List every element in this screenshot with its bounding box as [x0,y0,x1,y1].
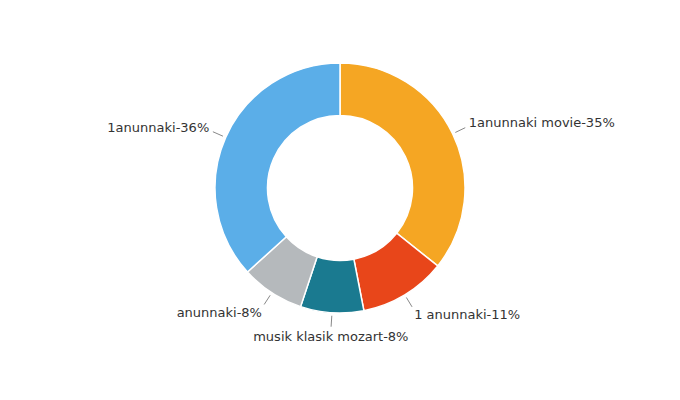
slice-label: anunnaki-8% [177,305,262,320]
slice-label: musik klasik mozart-8% [253,329,408,344]
leader-line [213,132,223,136]
leader-line [406,297,412,306]
slice-label: 1 anunnaki-11% [414,307,520,322]
leader-line [455,128,465,133]
donut-slice [340,63,465,266]
slice-label: 1anunnaki movie-35% [469,115,615,130]
labels: 1anunnaki movie-35% 1 anunnaki-11% musik k… [107,115,614,343]
leader-line [264,295,270,304]
leader-line [331,316,333,327]
chart-container: 1anunnaki movie-35% 1 anunnaki-11% musik k… [0,0,680,400]
donut-slice [354,233,438,310]
slices [215,63,465,313]
slice-label: 1anunnaki-36% [107,120,209,135]
donut-slice [215,63,340,272]
chart-svg: 1anunnaki movie-35% 1 anunnaki-11% musik k… [0,0,680,400]
